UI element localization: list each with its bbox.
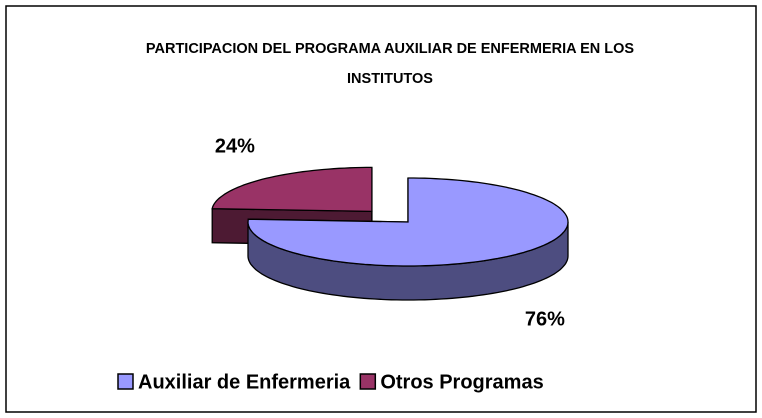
- chart-frame: [5, 5, 757, 413]
- legend-label: Otros Programas: [380, 371, 543, 393]
- legend-swatch: [117, 373, 134, 390]
- chart-title: PARTICIPACION DEL PROGRAMA AUXILIAR DE E…: [145, 41, 635, 87]
- slice: [247, 177, 569, 267]
- data-label: 24%: [215, 136, 255, 158]
- legend-label: Auxiliar de Enfermeria: [138, 371, 351, 393]
- legend-swatch: [359, 373, 377, 390]
- slice: [211, 166, 373, 213]
- data-label: 76%: [525, 308, 565, 330]
